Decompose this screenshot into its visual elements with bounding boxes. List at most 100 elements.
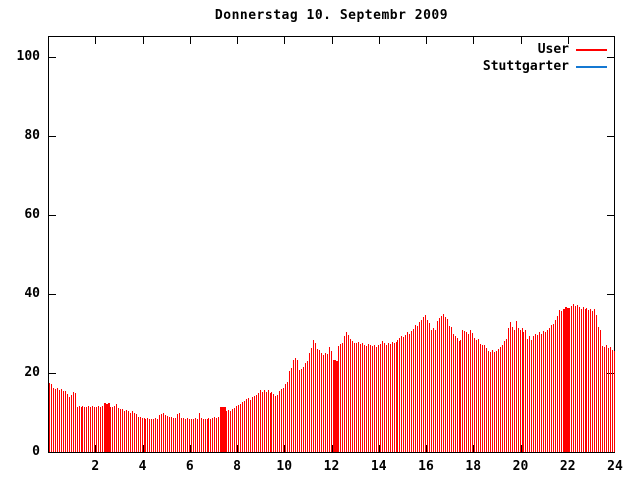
impulse-bar: [586, 307, 588, 452]
impulse-bar: [289, 371, 291, 452]
impulse-bar: [273, 394, 275, 452]
impulse-bar: [314, 343, 316, 452]
impulse-bar: [285, 384, 287, 452]
impulse-bar: [535, 333, 537, 452]
impulse-bar: [419, 322, 421, 452]
impulse-bar: [139, 417, 141, 452]
legend-label-user: User: [537, 42, 569, 57]
impulse-bar: [348, 334, 350, 452]
impulse-bar: [190, 419, 192, 452]
impulse-bar: [393, 343, 395, 452]
impulse-bar: [64, 390, 66, 452]
impulse-bar: [62, 391, 64, 452]
axis-tick: [49, 57, 56, 58]
x-tick-label: 20: [512, 459, 529, 474]
impulse-bar: [541, 333, 543, 452]
impulse-bar: [549, 327, 551, 452]
impulse-bar: [186, 418, 188, 452]
impulse-bar: [588, 310, 590, 452]
impulse-bar: [598, 327, 600, 452]
x-tick-label: 16: [418, 459, 434, 474]
impulse-bar: [474, 337, 476, 452]
impulse-bar: [499, 346, 501, 452]
impulse-bar: [338, 346, 340, 452]
impulse-bar: [438, 318, 440, 452]
y-tick-label: 0: [32, 444, 40, 459]
axis-tick: [49, 373, 56, 374]
x-tick-label: 8: [233, 459, 241, 474]
impulse-bar: [106, 403, 109, 452]
impulse-bar: [468, 333, 470, 452]
impulse-bar: [405, 335, 407, 452]
impulse-bar: [558, 310, 560, 452]
impulse-bar: [196, 418, 198, 452]
impulse-bar: [462, 329, 464, 452]
impulse-bar: [547, 330, 549, 452]
impulse-bar: [551, 325, 553, 452]
impulse-bar: [365, 345, 367, 452]
axis-tick: [284, 37, 285, 44]
impulse-bar: [324, 353, 326, 452]
legend-line-user-icon: [576, 48, 607, 51]
impulse-bar: [539, 332, 541, 452]
impulse-bar: [318, 349, 320, 452]
impulse-bar: [610, 346, 612, 452]
impulse-bar: [517, 328, 519, 452]
impulse-bar: [306, 360, 308, 452]
impulse-bar: [491, 349, 493, 452]
impulse-bar: [293, 360, 295, 452]
impulse-bar: [320, 352, 322, 452]
impulse-bar: [578, 307, 580, 452]
impulse-bar: [308, 352, 310, 452]
plot-area: [48, 36, 616, 453]
impulse-bar: [332, 360, 335, 452]
impulse-bar: [80, 407, 82, 452]
impulse-bar: [98, 406, 100, 452]
impulse-bar: [145, 418, 147, 452]
impulse-bar: [182, 418, 184, 452]
impulse-bar: [428, 322, 430, 452]
impulse-bar: [180, 417, 182, 452]
axis-tick: [190, 37, 191, 44]
impulse-bar: [470, 330, 472, 452]
impulse-bar: [503, 341, 505, 452]
impulse-bar: [161, 414, 163, 452]
impulse-bar: [301, 369, 302, 452]
impulse-bar: [216, 417, 218, 452]
impulse-bar: [556, 316, 558, 452]
x-tick-label: 12: [323, 459, 340, 474]
impulse-bar: [407, 332, 409, 452]
impulse-bar: [151, 419, 153, 452]
impulse-bar: [383, 343, 385, 452]
impulse-bar: [533, 335, 535, 452]
impulse-bar: [281, 389, 283, 452]
impulse-bar: [440, 315, 442, 452]
impulse-bar: [269, 393, 271, 452]
impulse-bar: [72, 392, 74, 452]
impulse-bar: [263, 389, 265, 452]
impulse-bar: [171, 417, 173, 452]
impulse-bar: [490, 351, 491, 452]
impulse-bar: [584, 309, 586, 452]
impulse-bar: [397, 339, 399, 452]
impulse-bar: [119, 408, 121, 452]
impulse-bar: [576, 304, 578, 452]
impulse-bar: [346, 332, 348, 452]
impulse-bar: [232, 409, 234, 452]
x-tick-label: 4: [138, 459, 147, 474]
impulse-bar: [49, 383, 50, 452]
impulse-bar: [157, 418, 159, 452]
x-tick-label: 24: [607, 459, 623, 474]
impulse-bar: [434, 330, 436, 452]
impulse-bar: [267, 390, 269, 452]
impulse-bar: [110, 406, 112, 452]
impulse-bar: [606, 345, 608, 452]
impulse-bar: [147, 418, 149, 452]
impulse-bar: [50, 384, 52, 452]
impulse-bar: [501, 345, 503, 452]
impulse-bar: [537, 334, 539, 452]
impulse-bar: [371, 346, 373, 452]
y-tick-label: 80: [24, 128, 40, 143]
impulse-bar: [562, 308, 565, 452]
impulse-bar: [448, 325, 450, 452]
